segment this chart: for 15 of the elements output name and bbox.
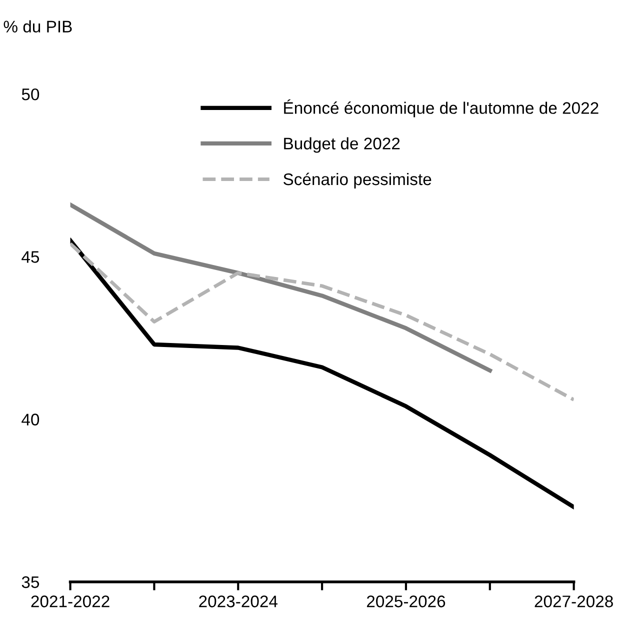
y-axis-title: % du PIB: [4, 20, 72, 33]
line-series: [70, 238, 574, 510]
x-tick-label: 2021-2022: [31, 596, 110, 608]
legend-label: Énoncé économique de l'automne de 2022: [284, 99, 598, 118]
y-tick-label: 40: [22, 414, 40, 426]
y-tick-label: 50: [22, 88, 40, 100]
legend-label: Budget de 2022: [284, 137, 400, 153]
line-series: [70, 242, 574, 402]
x-tick-label: 2023-2024: [199, 596, 278, 608]
y-tick-label: 45: [22, 251, 40, 263]
line-series: [70, 202, 492, 373]
x-tick-label: 2027-2028: [534, 596, 613, 608]
x-tick-label: 2025-2026: [366, 596, 446, 608]
y-tick-label: 35: [22, 576, 40, 588]
legend-label: Scénario pessimiste: [284, 172, 432, 188]
